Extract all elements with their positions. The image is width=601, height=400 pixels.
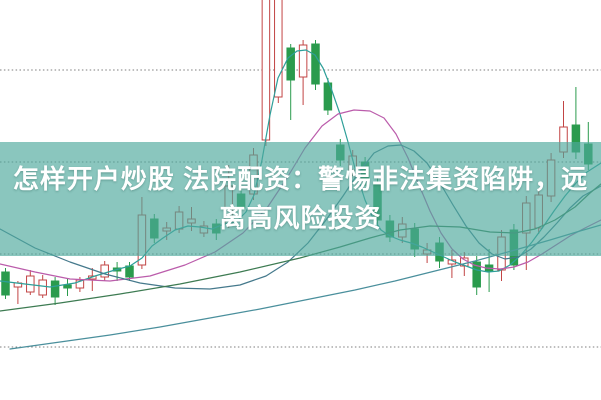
candle-body <box>472 261 481 288</box>
candle-body <box>125 265 134 278</box>
headline-line-2: 离高风险投资 <box>219 202 382 233</box>
candle-body <box>63 284 72 289</box>
candle-body <box>311 43 320 85</box>
headline-banner: 怎样开户炒股 法院配资：警惕非法集资陷阱，远 离高风险投资 <box>0 142 601 256</box>
candle-body <box>323 82 333 111</box>
candle-body <box>100 264 109 278</box>
ma-mid-magenta-line <box>0 109 601 282</box>
candle-body <box>298 44 308 78</box>
candle-body <box>38 279 47 296</box>
candle-body <box>274 0 283 98</box>
candle-body <box>50 280 60 298</box>
candle-body <box>286 47 295 81</box>
headline-line-1: 怎样开户炒股 法院配资：警惕非法集资陷阱，远 <box>12 163 589 194</box>
candle-body <box>261 0 271 141</box>
candle-body <box>1 271 10 296</box>
